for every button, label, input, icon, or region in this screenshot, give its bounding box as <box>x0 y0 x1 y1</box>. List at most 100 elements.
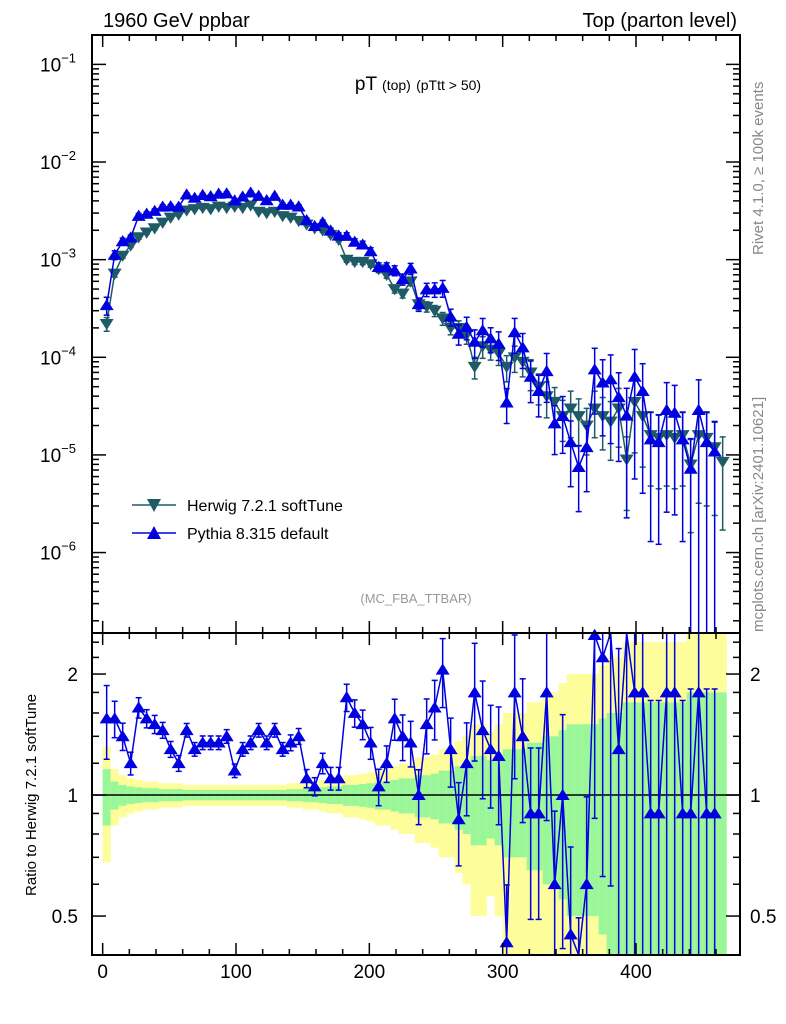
pythia-ratio-marker <box>443 742 458 755</box>
pythia-ratio-marker <box>283 736 298 748</box>
band-1sigma <box>510 749 519 858</box>
pythia-marker <box>659 403 674 415</box>
pythia-marker <box>635 384 650 397</box>
pythia-ratio-marker <box>259 736 274 748</box>
pythia-marker <box>99 298 114 311</box>
pythia-marker <box>411 297 426 310</box>
band-1sigma <box>422 775 431 818</box>
herwig-marker <box>155 217 170 229</box>
pythia-ratio-marker <box>707 807 722 819</box>
x-tick-label: 300 <box>487 962 519 983</box>
pythia-ratio-marker <box>403 736 418 748</box>
pythia-marker <box>195 188 210 200</box>
pythia-ratio-marker <box>371 780 386 792</box>
herwig-marker <box>467 361 482 374</box>
ratio-frame <box>91 632 741 956</box>
herwig-marker <box>435 313 450 325</box>
band-1sigma <box>574 724 583 917</box>
herwig-marker <box>235 202 250 215</box>
pythia-marker <box>243 186 258 198</box>
pythia-marker <box>435 281 450 293</box>
pythia-marker <box>579 440 594 453</box>
ratio-y-tick-label-right: 0.5 <box>750 907 776 928</box>
ratio-y-tick-label: 2 <box>67 665 78 686</box>
y-tick-label: 10−3 <box>40 246 76 272</box>
pythia-ratio-marker <box>667 686 682 698</box>
band-1sigma <box>470 756 479 846</box>
pythia-ratio-marker <box>147 717 162 730</box>
pythia-marker <box>643 433 658 445</box>
pythia-marker <box>315 216 330 228</box>
pythia-marker <box>347 235 362 247</box>
herwig-marker <box>139 227 154 239</box>
herwig-marker <box>403 276 418 288</box>
pythia-marker <box>587 363 602 375</box>
band-1sigma <box>566 724 575 917</box>
herwig-marker <box>107 268 122 280</box>
band-1sigma <box>102 769 111 826</box>
pythia-marker <box>283 198 298 210</box>
pythia-ratio-marker <box>107 712 122 724</box>
main-frame <box>91 34 741 634</box>
pythia-ratio-marker <box>547 877 562 890</box>
pythia-marker <box>571 460 586 473</box>
pythia-ratio-marker <box>419 717 434 730</box>
pythia-ratio-marker <box>395 730 410 742</box>
pythia-ratio-marker <box>507 686 522 698</box>
pythia-ratio-marker <box>363 736 378 748</box>
pythia-ratio-marker <box>539 686 554 698</box>
band-1sigma <box>478 756 487 846</box>
pythia-ratio-marker <box>123 756 138 769</box>
pythia-marker <box>651 435 666 448</box>
pythia-marker <box>627 370 642 382</box>
band-1sigma <box>590 724 599 917</box>
y-tick-label: 10−4 <box>40 343 76 369</box>
x-tick-label: 400 <box>620 962 652 983</box>
pythia-ratio-marker <box>459 756 474 769</box>
y-tick-label: 10−5 <box>40 441 76 467</box>
pythia-ratio-marker <box>387 712 402 724</box>
band-1sigma <box>502 749 511 858</box>
herwig-marker <box>219 202 234 215</box>
pythia-marker <box>123 231 138 243</box>
ratio-ylabel: Ratio to Herwig 7.2.1 softTune <box>23 694 40 896</box>
herwig-marker <box>395 288 410 300</box>
pythia-marker <box>611 390 626 403</box>
herwig-line <box>105 204 724 468</box>
pythia-marker <box>171 200 186 212</box>
pythia-marker <box>539 364 554 377</box>
herwig-marker <box>163 212 178 224</box>
pythia-ratio-marker <box>163 742 178 755</box>
herwig-marker <box>147 223 162 235</box>
pythia-marker <box>523 370 538 382</box>
pythia-ratio-marker <box>691 686 706 698</box>
pythia-marker <box>699 435 714 448</box>
pythia-ratio-marker <box>155 723 170 736</box>
pythia-marker <box>603 373 618 385</box>
pythia-marker <box>619 409 634 421</box>
pythia-marker <box>387 264 402 276</box>
pythia-ratio-marker <box>379 756 394 769</box>
pythia-marker <box>339 229 354 241</box>
band-1sigma <box>438 770 447 824</box>
pythia-marker <box>675 433 690 445</box>
pythia-ratio-marker <box>531 807 546 819</box>
pythia-ratio-marker <box>451 813 466 825</box>
pythia-marker <box>443 310 458 322</box>
herwig-marker <box>427 305 442 318</box>
pythia-ratio-marker <box>171 756 186 769</box>
pythia-ratio-marker <box>611 742 626 755</box>
pythia-marker <box>459 320 474 332</box>
pythia-marker <box>379 260 394 272</box>
pythia-marker <box>219 187 234 199</box>
pythia-ratio-marker <box>211 736 226 748</box>
side-label-top: Rivet 4.1.0, ≥ 100k events <box>750 82 767 255</box>
ratio-y-tick-label-right: 2 <box>750 665 761 686</box>
pythia-marker <box>691 403 706 415</box>
pythia-ratio-marker <box>555 788 570 800</box>
pythia-ratio-marker <box>307 780 322 792</box>
pythia-marker <box>507 326 522 338</box>
pythia-ratio-marker <box>467 686 482 698</box>
band-1sigma <box>406 778 415 814</box>
